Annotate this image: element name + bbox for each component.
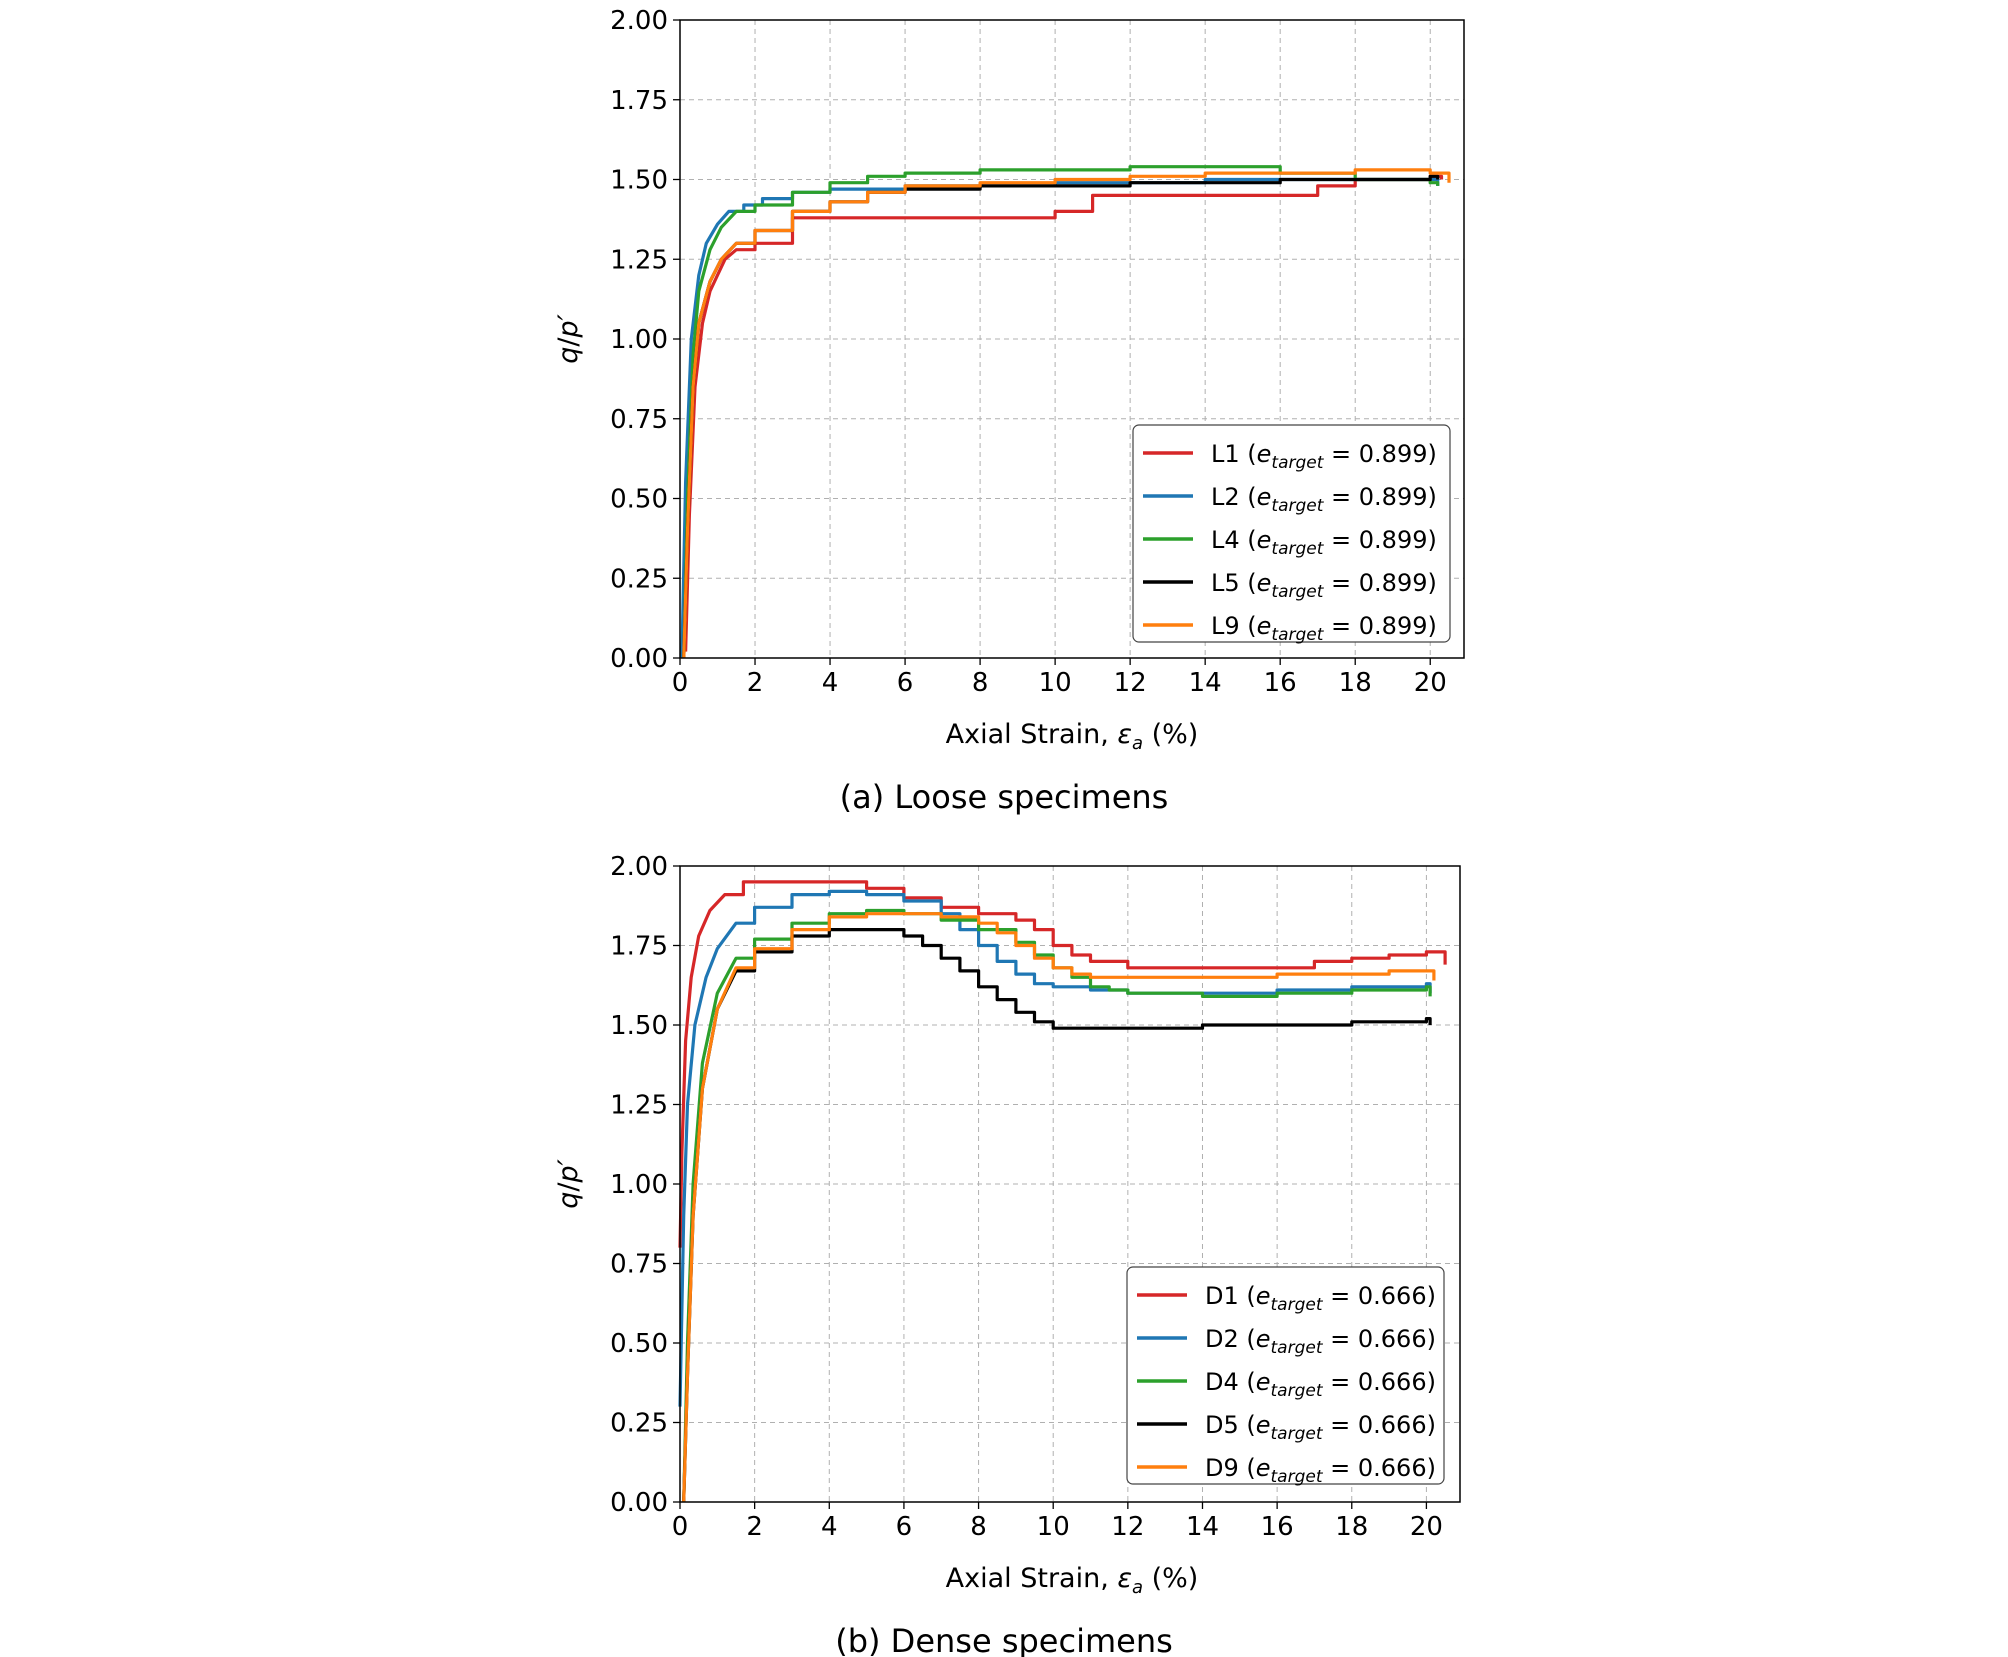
legend-label-l1: L1 (etarget = 0.899) <box>1211 440 1437 473</box>
y-tick-label-dense: 0.50 <box>610 1329 668 1359</box>
series-line-d9 <box>682 912 1436 1503</box>
x-tick-label-dense: 12 <box>1111 1512 1144 1542</box>
ticks-loose: 0 2 4 6 8 10 12 14 16 18 20 0.00 0.25 0.50 0.75 1.00 1.2… <box>610 6 1447 698</box>
x-tick-label-dense: 0 <box>672 1512 689 1542</box>
plot-frame-loose <box>679 19 1465 659</box>
y-tick-label-loose: 1.00 <box>610 325 668 355</box>
y-tick-label-loose: 0.00 <box>610 644 668 674</box>
y-axis-label-loose: q/p′ <box>553 314 584 364</box>
legend-box-dense <box>1126 1266 1445 1485</box>
x-tick-label-dense: 2 <box>746 1512 763 1542</box>
plot-frame-dense <box>679 865 1461 1503</box>
x-tick-label-loose: 0 <box>672 668 689 698</box>
y-tick-label-dense: 1.25 <box>610 1091 668 1121</box>
legend-label-l2: L2 (etarget = 0.899) <box>1211 483 1437 516</box>
ticks-dense: 0 2 4 6 8 10 12 14 16 18 20 0.00 0.25 0.50 0.75 1.00 1.2… <box>610 852 1443 1542</box>
series-line-l9 <box>682 168 1451 659</box>
y-tick-label-dense: 1.50 <box>610 1011 668 1041</box>
y-tick-label-dense: 1.00 <box>610 1170 668 1200</box>
x-tick-label-loose: 20 <box>1414 668 1447 698</box>
caption-dense: (b) Dense specimens <box>835 1622 1173 1657</box>
legend-label-l5: L5 (etarget = 0.899) <box>1211 569 1437 602</box>
x-tick-label-loose: 4 <box>822 668 839 698</box>
legend-label-l4: L4 (etarget = 0.899) <box>1211 526 1437 559</box>
x-tick-label-dense: 8 <box>970 1512 987 1542</box>
legend-label-d1: D1 (etarget = 0.666) <box>1205 1282 1436 1315</box>
x-tick-label-loose: 14 <box>1189 668 1222 698</box>
legend-box-loose <box>1132 424 1451 643</box>
y-tick-label-dense: 1.75 <box>610 932 668 962</box>
x-tick-label-loose: 16 <box>1264 668 1297 698</box>
chart-dense: 0 2 4 6 8 10 12 14 16 18 20 0.00 0.25 0.50 0.75 1.00 1.2… <box>553 852 1461 1657</box>
x-tick-label-dense: 20 <box>1410 1512 1443 1542</box>
legend-dense: D1 (etarget = 0.666) D2 (etarget = 0.666)… <box>1126 1266 1445 1487</box>
series-line-d2 <box>678 889 1432 1407</box>
series-line-d1 <box>678 880 1447 1248</box>
series-loose <box>680 165 1451 659</box>
y-axis-label-dense: q/p′ <box>553 1159 584 1209</box>
series-dense <box>678 880 1447 1503</box>
y-tick-label-loose: 0.50 <box>610 485 668 515</box>
x-tick-label-loose: 6 <box>897 668 914 698</box>
x-tick-label-dense: 14 <box>1186 1512 1219 1542</box>
x-tick-label-loose: 8 <box>972 668 989 698</box>
x-tick-label-dense: 4 <box>821 1512 838 1542</box>
x-tick-label-loose: 10 <box>1039 668 1072 698</box>
legend-label-d9: D9 (etarget = 0.666) <box>1205 1454 1436 1487</box>
y-tick-label-loose: 0.25 <box>610 564 668 594</box>
x-tick-label-dense: 6 <box>896 1512 913 1542</box>
y-tick-label-dense: 0.25 <box>610 1409 668 1439</box>
x-tick-label-loose: 18 <box>1339 668 1372 698</box>
x-tick-label-loose: 12 <box>1114 668 1147 698</box>
x-tick-label-loose: 2 <box>747 668 764 698</box>
y-tick-label-loose: 1.50 <box>610 166 668 196</box>
x-tick-label-dense: 10 <box>1037 1512 1070 1542</box>
y-tick-label-dense: 2.00 <box>610 852 668 882</box>
legend-label-d4: D4 (etarget = 0.666) <box>1205 1368 1436 1401</box>
chart-loose: 0 2 4 6 8 10 12 14 16 18 20 0.00 0.25 0.50 0.75 1.00 1.2… <box>553 6 1465 816</box>
y-tick-label-loose: 1.75 <box>610 86 668 116</box>
y-tick-label-dense: 0.75 <box>610 1250 668 1280</box>
y-tick-label-loose: 0.75 <box>610 405 668 435</box>
legend-label-d2: D2 (etarget = 0.666) <box>1205 1325 1436 1358</box>
x-tick-label-dense: 16 <box>1261 1512 1294 1542</box>
x-axis-label-loose: Axial Strain, εa (%) <box>946 719 1199 754</box>
legend-label-d5: D5 (etarget = 0.666) <box>1205 1411 1436 1444</box>
y-tick-label-loose: 2.00 <box>610 6 668 36</box>
legend-loose: L1 (etarget = 0.899) L2 (etarget = 0.899)… <box>1132 424 1451 645</box>
x-tick-label-dense: 18 <box>1335 1512 1368 1542</box>
y-tick-label-loose: 1.25 <box>610 245 668 275</box>
caption-loose: (a) Loose specimens <box>840 778 1169 816</box>
y-tick-label-dense: 0.00 <box>610 1488 668 1518</box>
x-axis-label-dense: Axial Strain, εa (%) <box>946 1563 1199 1598</box>
series-line-d4 <box>682 908 1432 1503</box>
legend-label-l9: L9 (etarget = 0.899) <box>1211 612 1437 645</box>
